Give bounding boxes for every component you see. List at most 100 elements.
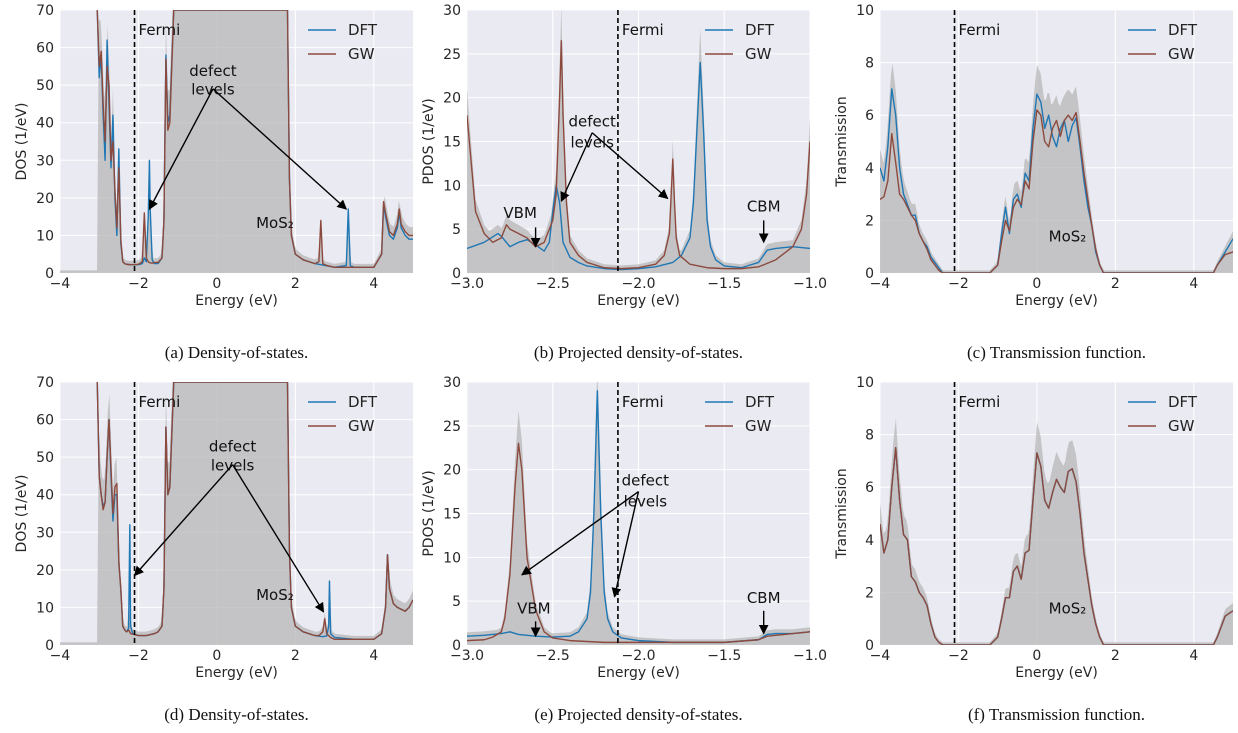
legend-label-gw: GW: [1168, 45, 1195, 63]
y-tick-label: 60: [36, 41, 54, 57]
x-tick-label: −3.0: [450, 648, 484, 664]
defect-arrow: [591, 132, 669, 200]
y-tick-label: 50: [36, 78, 54, 94]
y-tick-label: 0: [45, 266, 54, 282]
y-tick-label: 5: [452, 594, 461, 610]
y-tick-label: 60: [36, 413, 54, 429]
y-tick-label: 0: [452, 638, 461, 654]
x-axis-label: Energy (eV): [597, 293, 680, 309]
x-tick-label: −1.5: [707, 276, 741, 292]
x-tick-label: −2: [948, 648, 969, 664]
caption-d: (d) Density-of-states.: [164, 705, 308, 724]
y-tick-label: 10: [36, 228, 54, 244]
x-tick-label: −2: [948, 276, 969, 292]
fermi-label: Fermi: [139, 393, 181, 411]
y-tick-label: 70: [36, 375, 54, 391]
y-tick-label: 8: [865, 428, 874, 444]
x-tick-label: −1.5: [707, 648, 741, 664]
y-tick-label: 25: [443, 419, 461, 435]
defect-label-line1: defect: [568, 113, 616, 131]
y-tick-label: 20: [443, 91, 461, 107]
fermi-label: Fermi: [959, 393, 1001, 411]
y-tick-label: 5: [452, 222, 461, 238]
y-axis-label: DOS (1/eV): [14, 103, 30, 181]
x-tick-label: 4: [369, 276, 378, 292]
x-tick-label: 0: [212, 276, 221, 292]
reference-fill: [880, 63, 1233, 273]
cbm-label: CBM: [747, 198, 781, 216]
y-tick-label: 20: [36, 563, 54, 579]
mos2-label: MoS₂: [1049, 599, 1087, 617]
defect-arrow: [212, 88, 348, 210]
y-axis-label: Transmission: [834, 468, 850, 559]
x-tick-label: −1.0: [793, 648, 827, 664]
series-dft-line: [467, 61, 810, 271]
plot-area: [60, 382, 413, 645]
caption-c: (c) Transmission function.: [967, 343, 1146, 362]
defect-label-line1: defect: [209, 438, 257, 456]
x-tick-label: 0: [1032, 648, 1041, 664]
series-gw-line: [467, 39, 810, 270]
y-tick-label: 10: [36, 600, 54, 616]
x-tick-label: 4: [1189, 276, 1198, 292]
y-tick-label: 0: [865, 266, 874, 282]
plot-area: [467, 10, 810, 273]
x-axis-label: Energy (eV): [1015, 665, 1098, 681]
x-tick-label: 0: [212, 648, 221, 664]
cbm-label: CBM: [747, 589, 781, 607]
x-axis-label: Energy (eV): [195, 665, 278, 681]
defect-arrow: [560, 132, 593, 203]
series-gw-line: [96, 382, 413, 641]
caption-b: (b) Projected density-of-states.: [534, 343, 743, 362]
y-tick-label: 6: [865, 480, 874, 496]
x-axis-label: Energy (eV): [1015, 293, 1098, 309]
defect-label-line1: defect: [189, 62, 237, 80]
legend-label-dft: DFT: [745, 21, 775, 39]
y-tick-label: 25: [443, 47, 461, 63]
mos2-label: MoS₂: [256, 586, 294, 604]
x-tick-label: −4: [870, 276, 891, 292]
y-tick-label: 2: [865, 213, 874, 229]
legend-label-gw: GW: [348, 45, 375, 63]
x-tick-label: 0: [1032, 276, 1041, 292]
vbm-label: VBM: [503, 204, 537, 222]
y-tick-label: 20: [443, 463, 461, 479]
legend-label-gw: GW: [1168, 417, 1195, 435]
y-tick-label: 10: [856, 3, 874, 19]
x-tick-label: −2.0: [622, 648, 656, 664]
series-gw-line: [96, 10, 413, 269]
plot-area: [60, 10, 413, 273]
y-tick-label: 10: [443, 178, 461, 194]
x-tick-label: −1.0: [793, 276, 827, 292]
series-gw-line: [880, 447, 1233, 645]
defect-arrow: [133, 464, 234, 577]
x-tick-label: −4: [50, 276, 71, 292]
x-tick-label: 2: [291, 276, 300, 292]
reference-fill: [60, 382, 413, 645]
legend-label-dft: DFT: [348, 21, 378, 39]
y-tick-label: 15: [443, 507, 461, 523]
legend-label-dft: DFT: [745, 393, 775, 411]
x-tick-label: 4: [1189, 648, 1198, 664]
defect-label-line2: levels: [624, 492, 668, 510]
y-tick-label: 8: [865, 56, 874, 72]
mos2-label: MoS₂: [1049, 227, 1087, 245]
legend-label-dft: DFT: [348, 393, 378, 411]
fermi-label: Fermi: [959, 21, 1001, 39]
y-tick-label: 6: [865, 108, 874, 124]
defect-arrow: [611, 491, 640, 598]
defect-arrow: [231, 464, 325, 613]
panel-e: Fermi DFT GW defect levels VBM CBM −3.0 −2.5 −2.0…: [421, 375, 827, 681]
y-axis-label: DOS (1/eV): [14, 475, 30, 553]
legend-label-gw: GW: [745, 417, 772, 435]
x-tick-label: 4: [369, 648, 378, 664]
y-tick-label: 2: [865, 585, 874, 601]
x-axis-label: Energy (eV): [195, 293, 278, 309]
y-tick-label: 4: [865, 533, 874, 549]
y-tick-label: 4: [865, 161, 874, 177]
panel-f: Fermi DFT GW MoS₂ −4 −2 0 2 4 0 2 4 6 8 10 Energy (eV) T…: [834, 375, 1233, 681]
